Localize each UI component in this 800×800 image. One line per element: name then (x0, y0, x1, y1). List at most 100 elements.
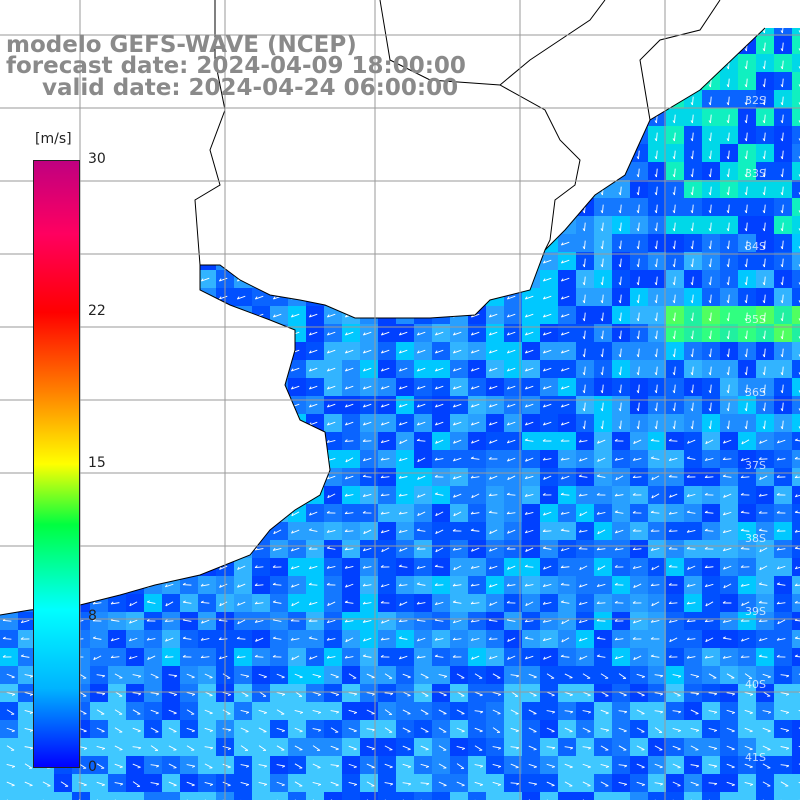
wind-arrow (561, 637, 570, 643)
wind-arrow (692, 96, 694, 106)
wind-arrow (782, 258, 784, 268)
wind-arrow-head (326, 350, 330, 354)
wind-arrow-head (672, 138, 675, 142)
wind-arrow-head (507, 656, 510, 660)
wind-arrow (597, 512, 606, 515)
wind-arrow-head (272, 654, 276, 658)
wind-arrow-head (362, 439, 366, 442)
wind-arrow-head (362, 565, 366, 569)
wind-arrow-head (794, 438, 798, 441)
wind-arrow (200, 656, 210, 659)
wind-arrow-head (560, 528, 564, 531)
wind-arrow-head (744, 120, 747, 124)
wind-arrow-head (308, 582, 312, 585)
wind-arrow (488, 512, 498, 514)
wind-arrow (710, 420, 712, 430)
wind-arrow (506, 494, 516, 496)
wind-arrow-head (506, 440, 510, 444)
wind-arrow (165, 637, 174, 642)
wind-arrow-head (582, 408, 585, 412)
wind-arrow (164, 656, 174, 658)
wind-arrow (764, 186, 766, 196)
wind-arrow-head (672, 192, 675, 196)
wind-arrow-head (780, 354, 783, 358)
wind-arrow-head (654, 246, 657, 250)
wind-cell (792, 540, 800, 558)
wind-arrow-head (740, 619, 744, 622)
wind-arrow-head (506, 386, 510, 390)
wind-arrow-head (708, 408, 711, 412)
wind-arrow (363, 403, 372, 408)
wind-arrow (579, 583, 588, 588)
wind-arrow (381, 458, 390, 461)
wind-cell (792, 180, 800, 198)
wind-arrow (542, 547, 552, 550)
wind-arrow-head (780, 66, 783, 70)
wind-arrow-head (776, 654, 780, 658)
wind-arrow-head (690, 246, 693, 250)
wind-arrow-head (744, 426, 747, 430)
wind-arrow (710, 186, 712, 196)
wind-arrow (327, 313, 336, 318)
wind-arrow-head (780, 246, 783, 250)
wind-arrow-head (726, 300, 729, 304)
wind-arrow-head (618, 336, 621, 340)
wind-arrow (704, 476, 714, 478)
wind-arrow-head (291, 602, 294, 607)
wind-arrow (471, 421, 480, 426)
wind-arrow-head (291, 513, 294, 517)
wind-arrow (728, 78, 730, 88)
wind-arrow (327, 331, 336, 336)
wind-arrow-head (435, 548, 438, 553)
wind-arrow-head (636, 408, 639, 412)
wind-arrow (399, 529, 408, 533)
wind-arrow (651, 565, 660, 571)
wind-arrow (764, 294, 766, 304)
wind-cell (792, 648, 800, 666)
wind-arrow-head (672, 408, 675, 412)
wind-arrow (309, 313, 318, 318)
wind-arrow-head (326, 368, 330, 372)
wind-arrow-head (507, 476, 510, 480)
wind-arrow-head (380, 332, 384, 336)
wind-arrow-head (780, 30, 783, 34)
wind-arrow-head (398, 583, 402, 587)
wind-arrow (584, 420, 586, 430)
wind-arrow (651, 493, 660, 499)
wind-arrow (381, 349, 390, 354)
wind-arrow-head (654, 336, 657, 340)
wind-arrow-head (362, 422, 366, 426)
wind-arrow (638, 294, 640, 304)
wind-arrow-head (525, 458, 528, 462)
wind-arrow (782, 132, 784, 142)
wind-arrow-head (308, 566, 312, 570)
wind-arrow (524, 439, 534, 442)
wind-arrow (746, 258, 748, 268)
wind-arrow (620, 402, 622, 412)
wind-arrow (638, 240, 640, 250)
wind-arrow-head (488, 350, 492, 354)
wind-arrow-head (650, 438, 654, 441)
wind-arrow (417, 583, 426, 586)
wind-arrow (764, 150, 766, 160)
wind-arrow-head (470, 511, 474, 515)
wind-arrow-head (344, 655, 348, 659)
wind-arrow (728, 294, 730, 304)
wind-arrow (93, 655, 102, 661)
wind-arrow (740, 656, 750, 658)
wind-arrow-head (758, 619, 762, 622)
wind-arrow (470, 457, 480, 460)
wind-arrow (746, 240, 748, 250)
wind-arrow (764, 402, 766, 412)
wind-arrow-head (182, 600, 186, 603)
wind-cell (792, 612, 800, 630)
wind-arrow-head (780, 138, 783, 142)
wind-arrow-head (362, 386, 366, 390)
wind-arrow (129, 601, 138, 607)
wind-arrow (597, 583, 606, 588)
wind-arrow-head (597, 440, 600, 444)
wind-arrow (746, 168, 748, 178)
wind-arrow (543, 277, 552, 282)
wind-arrow-head (582, 336, 585, 340)
wind-arrow (674, 240, 676, 250)
